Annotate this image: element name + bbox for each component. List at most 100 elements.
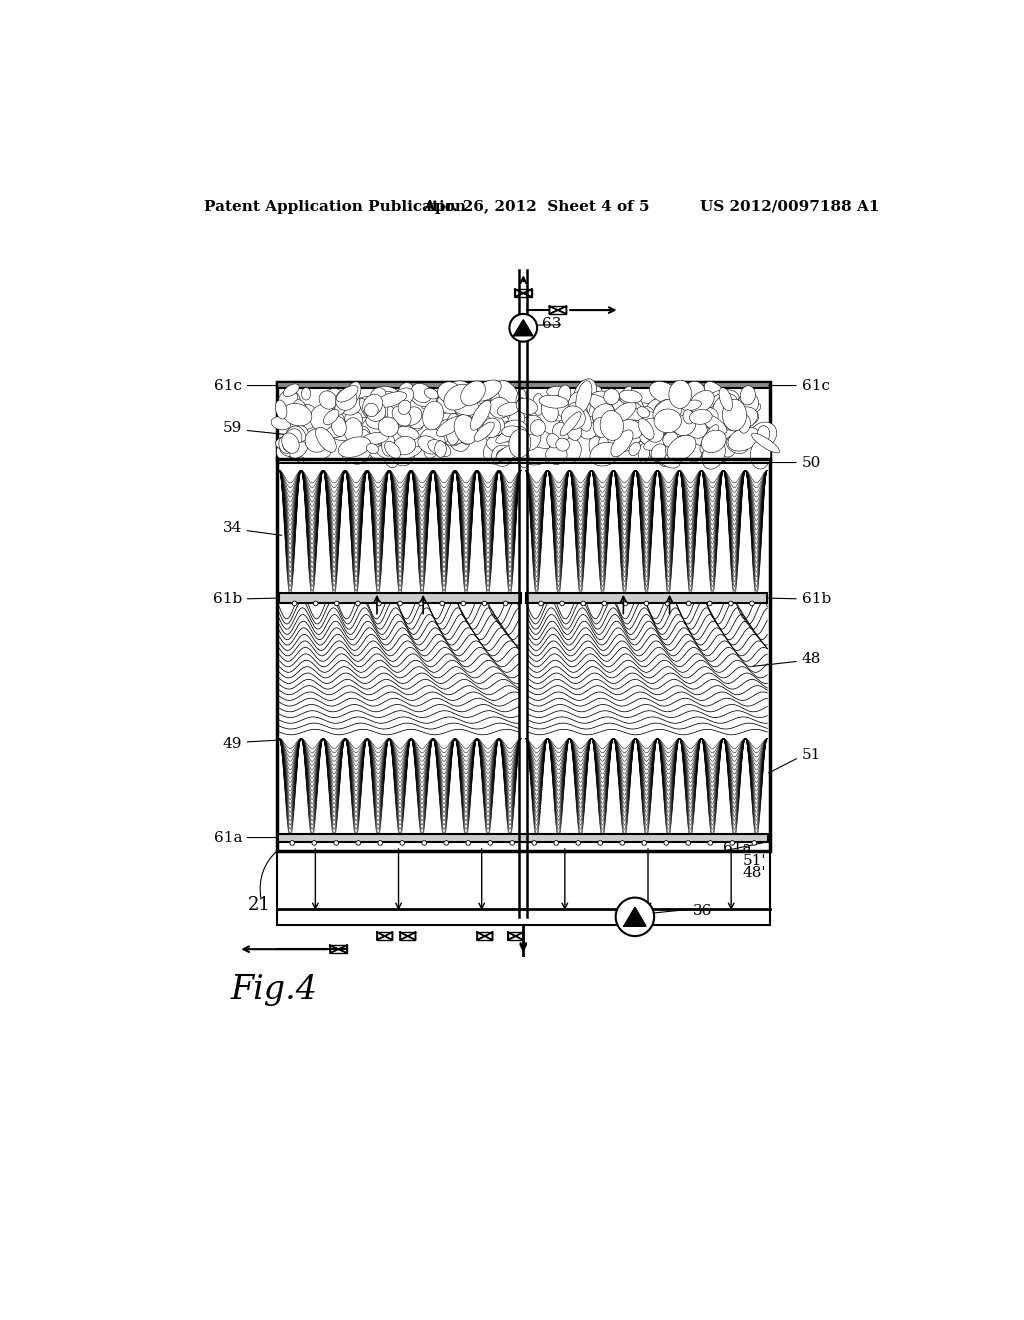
Ellipse shape	[441, 381, 472, 407]
Ellipse shape	[614, 424, 643, 451]
Text: 61b: 61b	[213, 591, 243, 606]
Ellipse shape	[452, 424, 464, 438]
Ellipse shape	[506, 404, 530, 426]
Ellipse shape	[708, 404, 725, 424]
Ellipse shape	[738, 414, 751, 433]
Ellipse shape	[696, 385, 711, 400]
Ellipse shape	[593, 417, 608, 437]
Bar	[279, 834, 768, 842]
Ellipse shape	[294, 404, 318, 429]
Circle shape	[292, 601, 297, 606]
Circle shape	[642, 841, 646, 845]
Ellipse shape	[305, 429, 329, 453]
Ellipse shape	[458, 384, 470, 414]
Ellipse shape	[455, 403, 467, 416]
Ellipse shape	[600, 411, 624, 441]
Ellipse shape	[548, 404, 570, 421]
Circle shape	[752, 841, 757, 845]
Ellipse shape	[474, 422, 495, 441]
Ellipse shape	[365, 403, 378, 417]
Ellipse shape	[412, 383, 432, 403]
Ellipse shape	[707, 389, 739, 409]
Ellipse shape	[611, 430, 633, 457]
Ellipse shape	[282, 433, 299, 453]
Ellipse shape	[275, 436, 306, 450]
Ellipse shape	[553, 422, 571, 441]
Circle shape	[440, 601, 444, 606]
Ellipse shape	[492, 445, 513, 466]
Ellipse shape	[546, 445, 567, 465]
Ellipse shape	[299, 446, 331, 459]
Ellipse shape	[660, 392, 677, 424]
Text: 50: 50	[802, 455, 821, 470]
Ellipse shape	[298, 436, 327, 455]
Ellipse shape	[725, 407, 758, 430]
Text: Fig.4: Fig.4	[230, 974, 317, 1006]
Ellipse shape	[451, 393, 478, 416]
Ellipse shape	[394, 446, 422, 459]
Ellipse shape	[680, 432, 705, 453]
Ellipse shape	[502, 426, 521, 437]
Ellipse shape	[482, 418, 501, 437]
Ellipse shape	[476, 412, 505, 437]
Circle shape	[419, 601, 424, 606]
Ellipse shape	[514, 399, 532, 418]
Bar	[508, 932, 523, 940]
Ellipse shape	[568, 392, 590, 418]
Ellipse shape	[712, 393, 737, 408]
Ellipse shape	[515, 397, 526, 425]
Ellipse shape	[381, 436, 399, 467]
Circle shape	[728, 601, 733, 606]
Circle shape	[644, 601, 649, 606]
Circle shape	[466, 841, 471, 845]
Text: 51: 51	[802, 748, 821, 762]
Ellipse shape	[575, 380, 592, 413]
Ellipse shape	[550, 438, 562, 450]
Circle shape	[539, 601, 544, 606]
Ellipse shape	[471, 413, 490, 432]
Ellipse shape	[337, 385, 358, 403]
Circle shape	[444, 841, 449, 845]
Ellipse shape	[420, 429, 445, 453]
Ellipse shape	[663, 432, 678, 447]
Circle shape	[510, 841, 515, 845]
Ellipse shape	[649, 442, 668, 462]
Ellipse shape	[436, 416, 464, 437]
Ellipse shape	[559, 412, 581, 436]
Ellipse shape	[508, 412, 525, 429]
Ellipse shape	[397, 426, 419, 440]
Ellipse shape	[618, 387, 632, 407]
Ellipse shape	[284, 384, 299, 396]
Ellipse shape	[547, 433, 560, 447]
Ellipse shape	[604, 388, 620, 404]
Ellipse shape	[736, 403, 761, 417]
Circle shape	[461, 601, 466, 606]
Ellipse shape	[667, 436, 696, 461]
Ellipse shape	[667, 387, 681, 403]
Ellipse shape	[626, 408, 646, 428]
Ellipse shape	[428, 440, 451, 457]
Ellipse shape	[483, 440, 507, 465]
Ellipse shape	[461, 381, 485, 405]
Text: 51': 51'	[742, 854, 766, 867]
Ellipse shape	[623, 420, 642, 440]
Ellipse shape	[518, 428, 541, 450]
Circle shape	[623, 601, 628, 606]
Ellipse shape	[513, 426, 528, 445]
Circle shape	[664, 841, 669, 845]
Bar	[377, 932, 392, 940]
Ellipse shape	[516, 399, 538, 414]
Circle shape	[290, 841, 295, 845]
Ellipse shape	[687, 408, 706, 434]
Ellipse shape	[487, 404, 519, 422]
Bar	[400, 932, 416, 940]
Ellipse shape	[473, 391, 490, 409]
Ellipse shape	[471, 385, 493, 400]
Ellipse shape	[319, 408, 346, 438]
Ellipse shape	[607, 400, 626, 424]
Ellipse shape	[332, 416, 346, 437]
Ellipse shape	[339, 393, 361, 414]
Ellipse shape	[585, 395, 605, 414]
Ellipse shape	[586, 392, 607, 409]
Ellipse shape	[523, 429, 555, 449]
